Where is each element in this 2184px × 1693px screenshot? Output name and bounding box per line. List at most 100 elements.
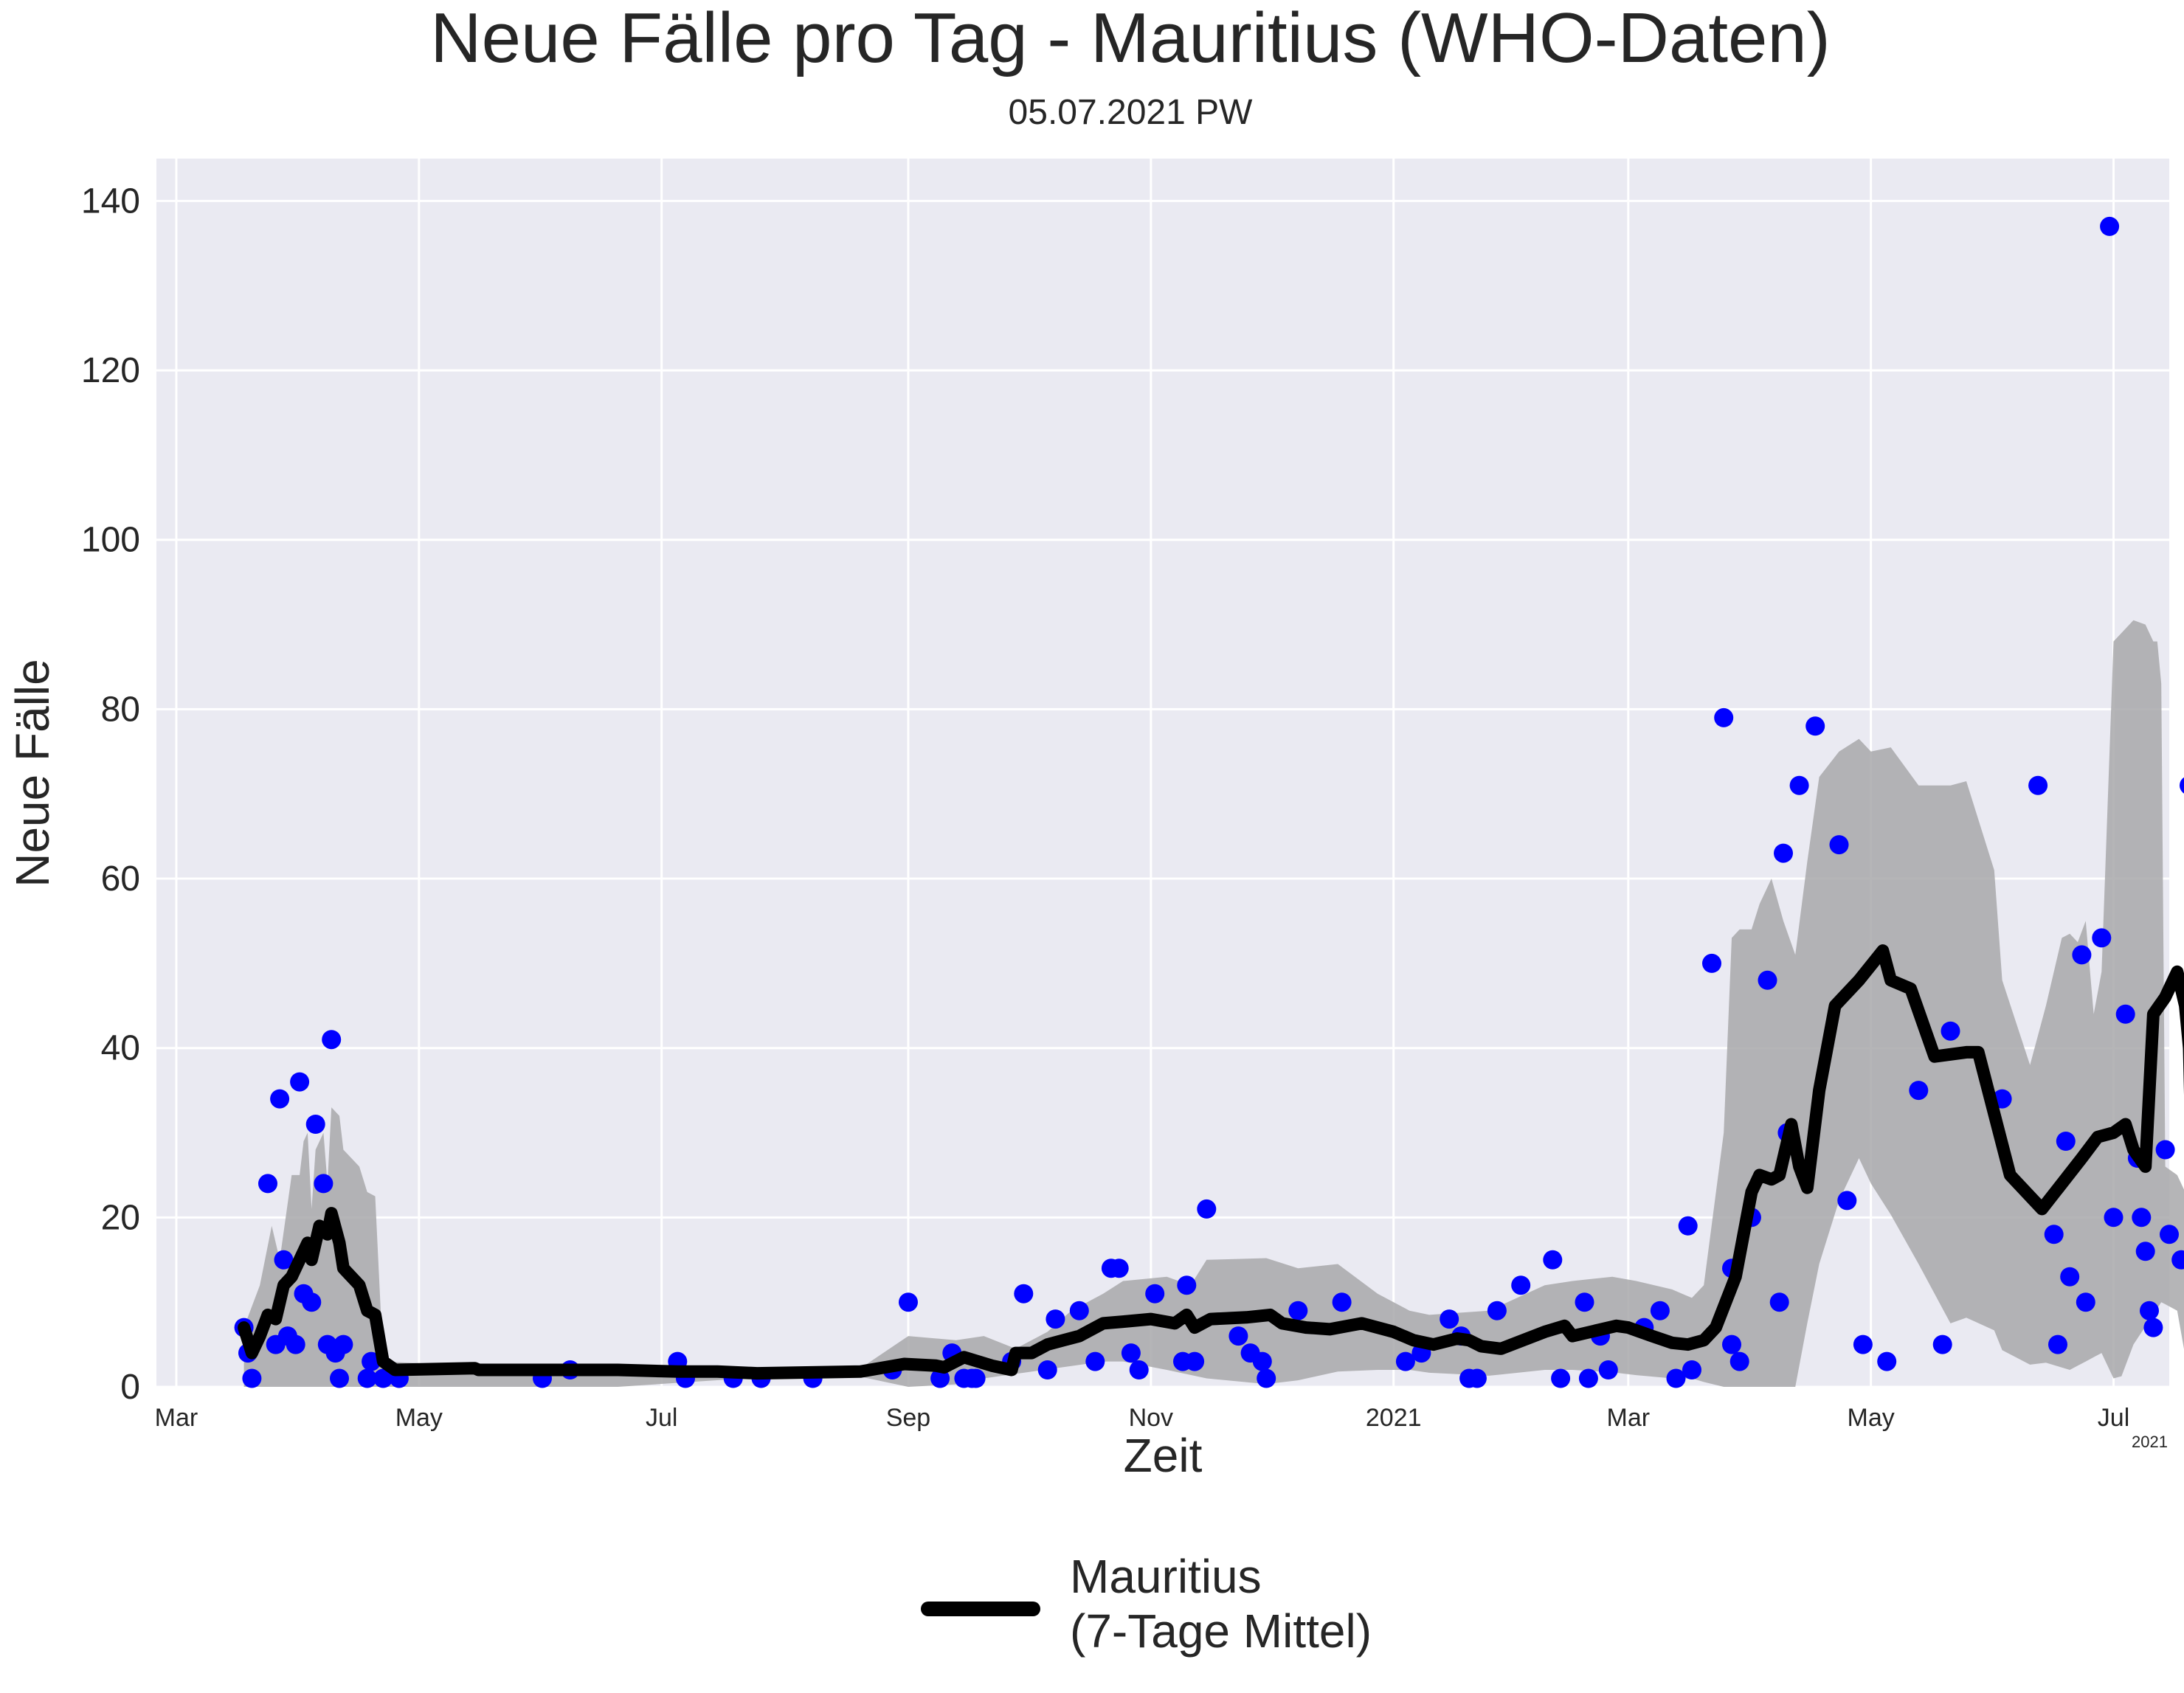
daily-case-point: [2060, 1267, 2080, 1287]
daily-case-point: [1575, 1292, 1594, 1312]
daily-case-point: [899, 1292, 918, 1312]
daily-case-point: [2115, 1004, 2135, 1024]
daily-case-point: [286, 1334, 305, 1354]
daily-case-point: [357, 1368, 377, 1388]
spread-band-area: [243, 620, 2184, 1387]
daily-case-point: [1909, 1081, 1929, 1101]
daily-case-point: [1395, 1351, 1415, 1371]
daily-case-point: [1551, 1368, 1571, 1388]
daily-case-point: [2132, 1208, 2152, 1228]
daily-case-point: [1014, 1284, 1034, 1303]
x-tick-label: May: [1848, 1404, 1895, 1432]
daily-case-point: [1085, 1351, 1105, 1371]
daily-case-point: [1578, 1368, 1598, 1388]
daily-case-point: [1758, 970, 1777, 990]
daily-case-point: [1440, 1309, 1459, 1329]
x-axis-label: Zeit: [1124, 1429, 1203, 1482]
y-tick-label: 100: [81, 521, 140, 560]
daily-case-point: [1941, 1021, 1960, 1041]
daily-case-point: [2048, 1334, 2067, 1354]
daily-case-point: [1037, 1360, 1057, 1379]
daily-case-point: [966, 1368, 986, 1388]
daily-case-point: [274, 1250, 294, 1270]
daily-case-point: [2092, 928, 2112, 948]
daily-case-point: [1185, 1351, 1205, 1371]
y-tick-label: 120: [81, 351, 140, 390]
daily-case-point: [1121, 1343, 1141, 1363]
daily-case-point: [2135, 1242, 2155, 1261]
x-tick-label: Mar: [155, 1404, 198, 1432]
daily-case-point: [2143, 1318, 2163, 1337]
x-tick-label: Jul: [646, 1404, 677, 1432]
daily-case-point: [258, 1174, 277, 1194]
daily-case-point: [1069, 1301, 1089, 1320]
y-tick-label: 0: [120, 1368, 140, 1407]
daily-case-point: [2028, 775, 2048, 795]
daily-case-point: [1109, 1259, 1129, 1278]
legend-label-line: (7-Tage Mittel): [1070, 1604, 1372, 1658]
daily-case-point: [1598, 1360, 1618, 1379]
daily-case-point: [270, 1089, 290, 1109]
daily-case-point: [242, 1368, 262, 1388]
daily-case-point: [290, 1072, 310, 1092]
y-axis-label: Neue Fälle: [6, 659, 59, 887]
daily-case-point: [1682, 1360, 1701, 1379]
y-axis-ticks: 0 20 40 60 80 100 120 140: [81, 181, 140, 1407]
x-tick-label: Mar: [1607, 1404, 1651, 1432]
daily-case-point: [1805, 716, 1825, 736]
x-axis-offset-label: 2021: [2132, 1433, 2168, 1451]
daily-case-point: [2171, 1250, 2184, 1270]
daily-case-point: [1666, 1368, 1686, 1388]
spread-band: [243, 620, 2184, 1387]
daily-case-point: [322, 1030, 342, 1050]
daily-case-point: [1678, 1216, 1698, 1236]
daily-case-point: [2180, 777, 2184, 794]
daily-case-point: [2104, 1208, 2123, 1228]
daily-case-point: [2072, 945, 2092, 965]
seven-day-average-line: [238, 944, 2184, 1380]
daily-case-point: [1197, 1199, 1217, 1219]
x-tick-label: Nov: [1129, 1404, 1173, 1432]
daily-case-point: [1774, 843, 1793, 863]
daily-case-point: [373, 1368, 393, 1388]
daily-case-point: [1288, 1301, 1308, 1320]
grid-lines: [156, 159, 2169, 1388]
daily-case-point: [1829, 835, 1849, 855]
daily-case-point: [1702, 953, 1721, 973]
daily-case-point: [1543, 1250, 1563, 1270]
daily-case-point: [2056, 1132, 2076, 1151]
daily-case-point: [1932, 1334, 1952, 1354]
daily-case-point: [1837, 1191, 1857, 1211]
y-tick-label: 60: [101, 859, 140, 899]
daily-case-point: [2140, 1301, 2159, 1320]
y-tick-label: 80: [101, 690, 140, 729]
daily-case-point: [305, 1115, 325, 1134]
daily-case-point: [1650, 1301, 1670, 1320]
daily-case-point: [1729, 1351, 1749, 1371]
daily-case-point: [1877, 1351, 1897, 1371]
daily-case-point: [330, 1368, 349, 1388]
daily-case-point: [1046, 1309, 1065, 1329]
daily-case-point: [2044, 1225, 2064, 1244]
daily-case-point: [1129, 1360, 1149, 1379]
legend-label-line: Mauritius: [1070, 1550, 1262, 1603]
daily-case-point: [302, 1292, 322, 1312]
y-tick-label: 20: [101, 1198, 140, 1237]
daily-case-point: [1177, 1275, 1197, 1295]
daily-case-point: [334, 1334, 353, 1354]
daily-case-point: [1257, 1368, 1276, 1388]
daily-case-point: [2160, 1225, 2179, 1244]
daily-case-point: [1487, 1301, 1507, 1320]
y-tick-label: 40: [101, 1029, 140, 1068]
y-tick-label: 140: [81, 181, 140, 221]
daily-case-point: [314, 1174, 334, 1194]
daily-case-point: [1467, 1368, 1487, 1388]
daily-case-point: [2100, 216, 2120, 236]
chart-title: Neue Fälle pro Tag - Mauritius (WHO-Date…: [430, 0, 1831, 77]
daily-case-point: [2076, 1292, 2095, 1312]
legend-label: Mauritius (7-Tage Mittel): [1070, 1550, 1372, 1658]
daily-case-point: [1252, 1351, 1272, 1371]
daily-case-point: [1769, 1292, 1789, 1312]
daily-case-point: [1332, 1292, 1352, 1312]
